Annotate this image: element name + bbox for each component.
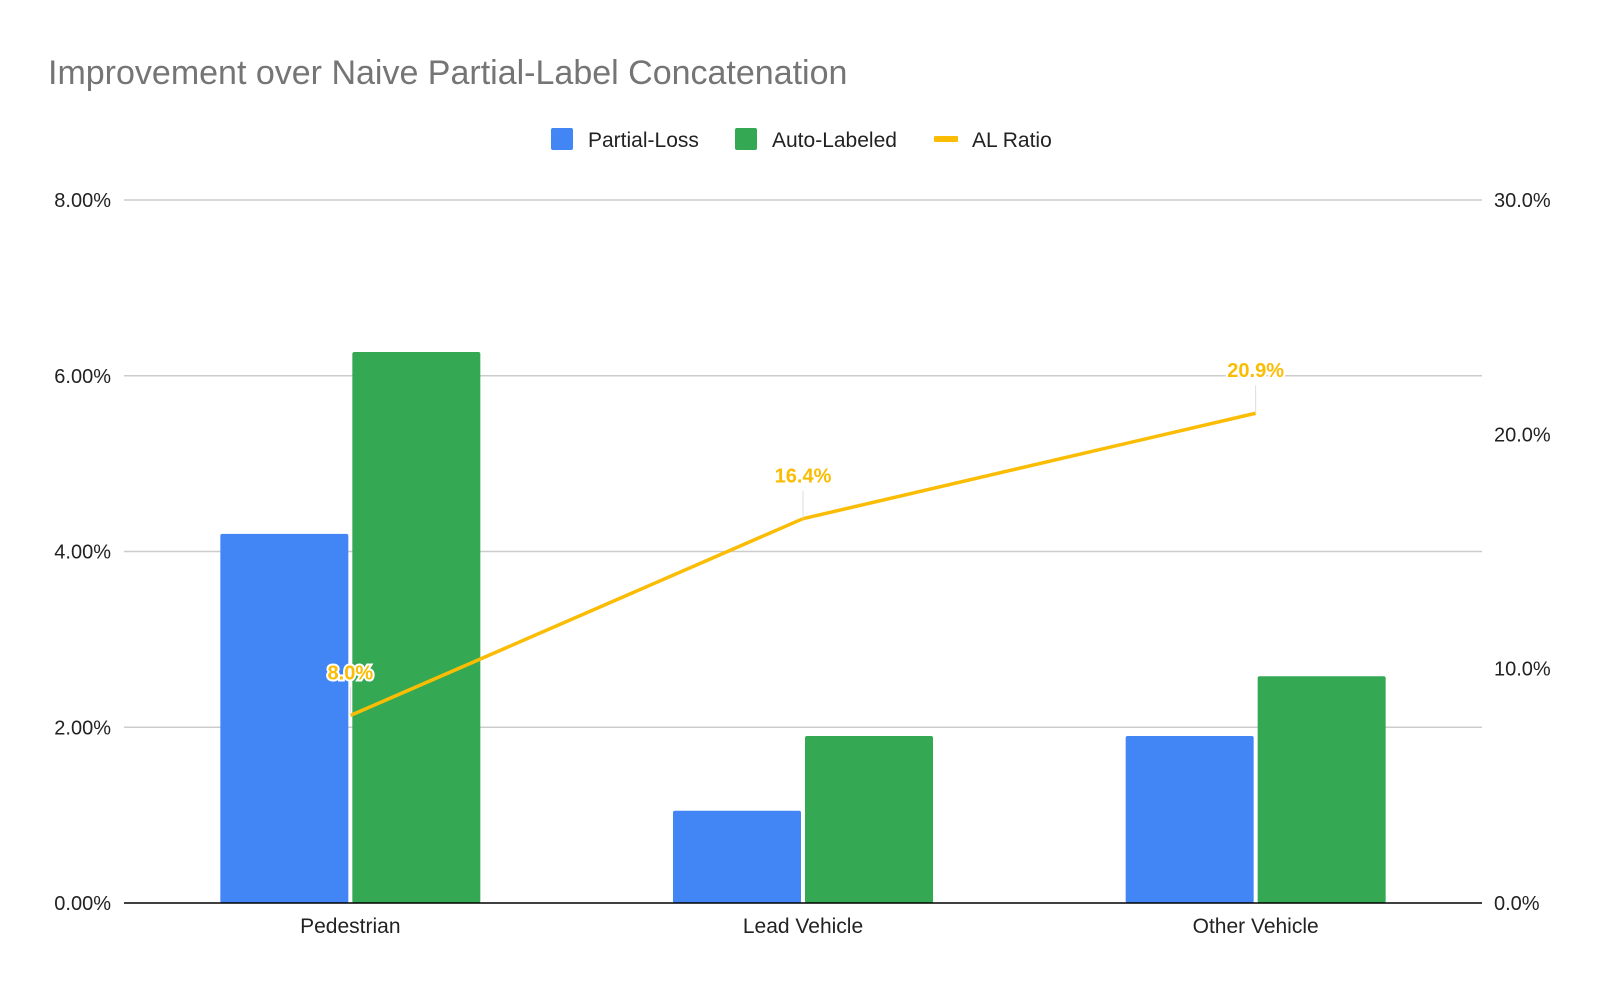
legend: Partial-Loss Auto-Labeled AL Ratio: [551, 128, 1052, 152]
bar-auto-labeled[interactable]: [1257, 676, 1386, 903]
y-left-tick-label: 6.00%: [54, 366, 111, 388]
y-right-tick-label: 20.0%: [1494, 424, 1551, 446]
x-tick-label: Lead Vehicle: [743, 915, 863, 938]
legend-item-partial-loss[interactable]: Partial-Loss: [551, 128, 699, 152]
chart-title: Improvement over Naive Partial-Label Con…: [48, 54, 847, 92]
y-left-tick-label: 8.00%: [54, 190, 111, 212]
x-tick-label: Pedestrian: [300, 915, 400, 938]
legend-swatch-al-ratio: [934, 136, 958, 142]
legend-swatch-partial-loss: [551, 128, 573, 150]
y-right-tick-label: 30.0%: [1494, 190, 1551, 212]
y-right-tick-label: 10.0%: [1494, 659, 1551, 681]
al-ratio-line-layer: [349, 411, 1257, 718]
bar-auto-labeled[interactable]: [352, 352, 481, 903]
bar-partial-loss[interactable]: [1125, 736, 1254, 903]
x-tick-label: Other Vehicle: [1193, 915, 1319, 938]
bar-partial-loss[interactable]: [220, 533, 349, 903]
al-ratio-line[interactable]: [349, 411, 1257, 718]
y-left-tick-label: 0.00%: [54, 893, 111, 915]
legend-label-al-ratio: AL Ratio: [972, 129, 1052, 152]
al-ratio-data-label: 20.9%: [1227, 360, 1284, 382]
y-left-tick-label: 4.00%: [54, 542, 111, 564]
bars: [220, 352, 1386, 903]
axes: 0.00% 2.00% 4.00% 6.00% 8.00% 0.0% 10.0% 20.0% 3…: [54, 190, 1551, 938]
gridlines: [124, 199, 1482, 728]
legend-label-auto-labeled: Auto-Labeled: [772, 129, 897, 152]
data-labels: 8.0% 16.4% 20.9%: [326, 358, 1286, 716]
legend-item-auto-labeled[interactable]: Auto-Labeled: [735, 128, 897, 152]
legend-item-al-ratio[interactable]: AL Ratio: [934, 129, 1052, 152]
bar-auto-labeled[interactable]: [805, 736, 933, 903]
bar-partial-loss[interactable]: [673, 810, 801, 903]
al-ratio-data-label: 16.4%: [775, 466, 832, 488]
y-right-tick-label: 0.0%: [1494, 893, 1540, 915]
legend-swatch-auto-labeled: [735, 128, 757, 150]
al-ratio-data-label: 8.0%: [328, 663, 374, 685]
y-left-tick-label: 2.00%: [54, 717, 111, 739]
legend-label-partial-loss: Partial-Loss: [588, 129, 699, 152]
